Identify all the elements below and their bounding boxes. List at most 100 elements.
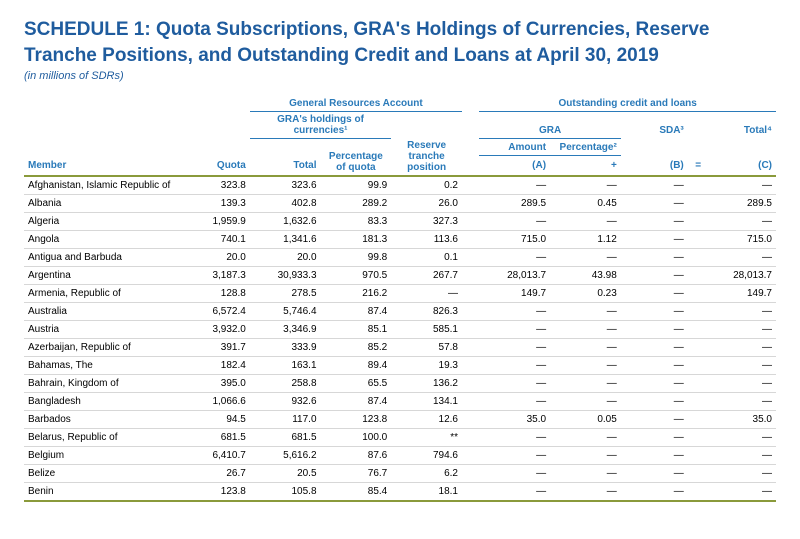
cell: — (550, 176, 621, 195)
cell: 0.05 (550, 411, 621, 429)
table-row: Bahamas, The182.4163.189.419.3———— (24, 357, 776, 375)
cell: 99.8 (321, 249, 392, 267)
cell: 1,959.9 (179, 213, 250, 231)
cell: 43.98 (550, 267, 621, 285)
cell: — (638, 357, 688, 375)
cell: 1.12 (550, 231, 621, 249)
cell: 932.6 (250, 393, 321, 411)
cell: — (705, 375, 776, 393)
cell: — (705, 483, 776, 502)
cell: 20.5 (250, 465, 321, 483)
cell: 28,013.7 (479, 267, 550, 285)
cell: 715.0 (479, 231, 550, 249)
hdr-eq: = (688, 156, 705, 176)
cell: — (638, 465, 688, 483)
cell: — (391, 285, 462, 303)
cell: Austria (24, 321, 179, 339)
cell: 85.1 (321, 321, 392, 339)
cell (688, 176, 705, 195)
cell: 89.4 (321, 357, 392, 375)
table-row: Belgium6,410.75,616.287.6794.6———— (24, 447, 776, 465)
cell (462, 321, 479, 339)
hdr-plus: + (550, 156, 621, 176)
cell: — (638, 411, 688, 429)
cell: — (638, 429, 688, 447)
cell: — (550, 249, 621, 267)
cell: — (705, 447, 776, 465)
cell: 100.0 (321, 429, 392, 447)
table-row: Belize26.720.576.76.2———— (24, 465, 776, 483)
cell (688, 231, 705, 249)
cell: — (705, 303, 776, 321)
cell: 1,632.6 (250, 213, 321, 231)
cell: 128.8 (179, 285, 250, 303)
cell: 65.5 (321, 375, 392, 393)
cell: — (479, 429, 550, 447)
cell: — (550, 465, 621, 483)
cell: 149.7 (705, 285, 776, 303)
cell (462, 249, 479, 267)
cell (688, 321, 705, 339)
table-row: Barbados94.5117.0123.812.635.00.05—35.0 (24, 411, 776, 429)
cell: — (550, 429, 621, 447)
cell: 105.8 (250, 483, 321, 502)
cell: 57.8 (391, 339, 462, 357)
cell: 740.1 (179, 231, 250, 249)
hdr-member: Member (24, 156, 179, 176)
cell (688, 267, 705, 285)
cell: 139.3 (179, 195, 250, 213)
cell: 87.6 (321, 447, 392, 465)
schedule-title-line2: Tranche Positions, and Outstanding Credi… (24, 44, 776, 68)
cell: — (550, 375, 621, 393)
hdr-total4: Total⁴ (705, 111, 776, 138)
cell: 85.2 (321, 339, 392, 357)
cell: 715.0 (705, 231, 776, 249)
cell: Bahrain, Kingdom of (24, 375, 179, 393)
cell: Algeria (24, 213, 179, 231)
cell (462, 303, 479, 321)
cell (688, 483, 705, 502)
cell (688, 393, 705, 411)
table-row: Afghanistan, Islamic Republic of323.8323… (24, 176, 776, 195)
cell: 402.8 (250, 195, 321, 213)
cell: Barbados (24, 411, 179, 429)
cell: Belize (24, 465, 179, 483)
cell (462, 176, 479, 195)
cell: — (550, 321, 621, 339)
cell: — (479, 176, 550, 195)
cell: — (479, 483, 550, 502)
cell: 76.7 (321, 465, 392, 483)
table-header: General Resources Account Outstanding cr… (24, 96, 776, 177)
cell: — (550, 339, 621, 357)
cell: Australia (24, 303, 179, 321)
cell: — (638, 303, 688, 321)
cell (462, 339, 479, 357)
table-row: Algeria1,959.91,632.683.3327.3———— (24, 213, 776, 231)
cell (462, 375, 479, 393)
cell: Bangladesh (24, 393, 179, 411)
cell: 35.0 (705, 411, 776, 429)
cell: 87.4 (321, 393, 392, 411)
cell: 970.5 (321, 267, 392, 285)
cell: — (638, 339, 688, 357)
cell: 395.0 (179, 375, 250, 393)
cell: 182.4 (179, 357, 250, 375)
cell: 5,746.4 (250, 303, 321, 321)
cell: 6,410.7 (179, 447, 250, 465)
table-row: Angola740.11,341.6181.3113.6715.01.12—71… (24, 231, 776, 249)
cell (688, 213, 705, 231)
table-row: Albania139.3402.8289.226.0289.50.45—289.… (24, 195, 776, 213)
cell: — (550, 357, 621, 375)
hdr-a: (A) (479, 156, 550, 176)
cell: 0.1 (391, 249, 462, 267)
hdr-total: Total (250, 156, 321, 176)
cell (621, 429, 638, 447)
hdr-amount: Amount (479, 138, 550, 156)
cell: 163.1 (250, 357, 321, 375)
cell (621, 483, 638, 502)
cell: — (479, 213, 550, 231)
cell: 323.8 (179, 176, 250, 195)
cell: 1,341.6 (250, 231, 321, 249)
cell: Belgium (24, 447, 179, 465)
cell: 327.3 (391, 213, 462, 231)
